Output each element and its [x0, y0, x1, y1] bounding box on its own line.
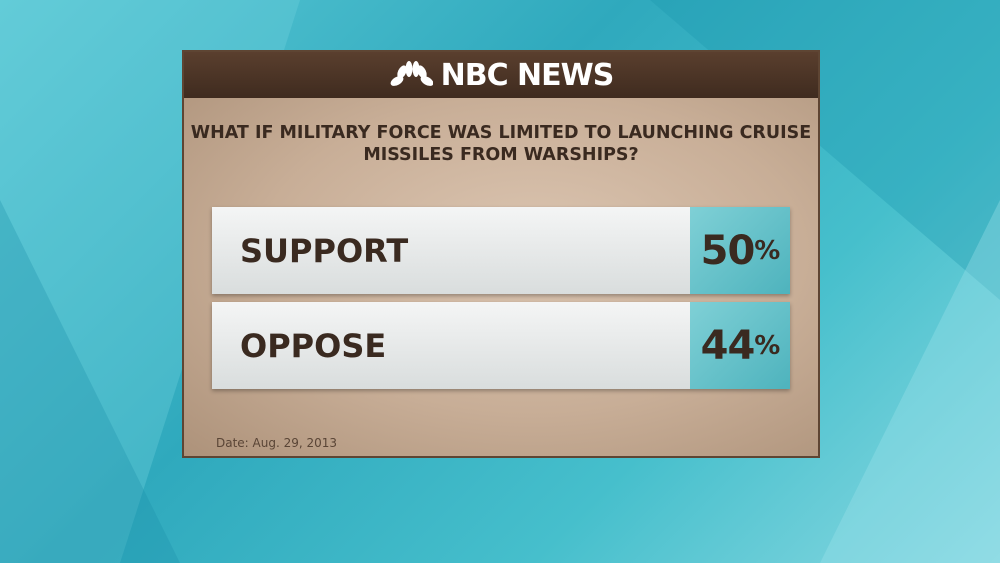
unit-label: % — [754, 330, 780, 361]
header-bar: NBC NEWS — [184, 52, 818, 98]
peacock-logo-icon — [390, 61, 433, 86]
value-box: 44% — [690, 302, 790, 389]
bar-row-support: SUPPORT 50% — [212, 207, 790, 294]
category-label: OPPOSE — [212, 302, 690, 389]
data-label: 50 — [700, 227, 756, 274]
poll-panel: NBC NEWS WHAT IF MILITARY FORCE WAS LIMI… — [182, 50, 820, 458]
unit-label: % — [754, 235, 780, 266]
bar-row-oppose: OPPOSE 44% — [212, 302, 790, 389]
data-label: 44 — [700, 322, 756, 369]
poll-question: WHAT IF MILITARY FORCE WAS LIMITED TO LA… — [190, 123, 812, 165]
category-label: SUPPORT — [212, 207, 690, 294]
brand-name: NBC NEWS — [440, 57, 615, 93]
value-box: 50% — [690, 207, 790, 294]
date-label: Date: Aug. 29, 2013 — [216, 436, 338, 450]
